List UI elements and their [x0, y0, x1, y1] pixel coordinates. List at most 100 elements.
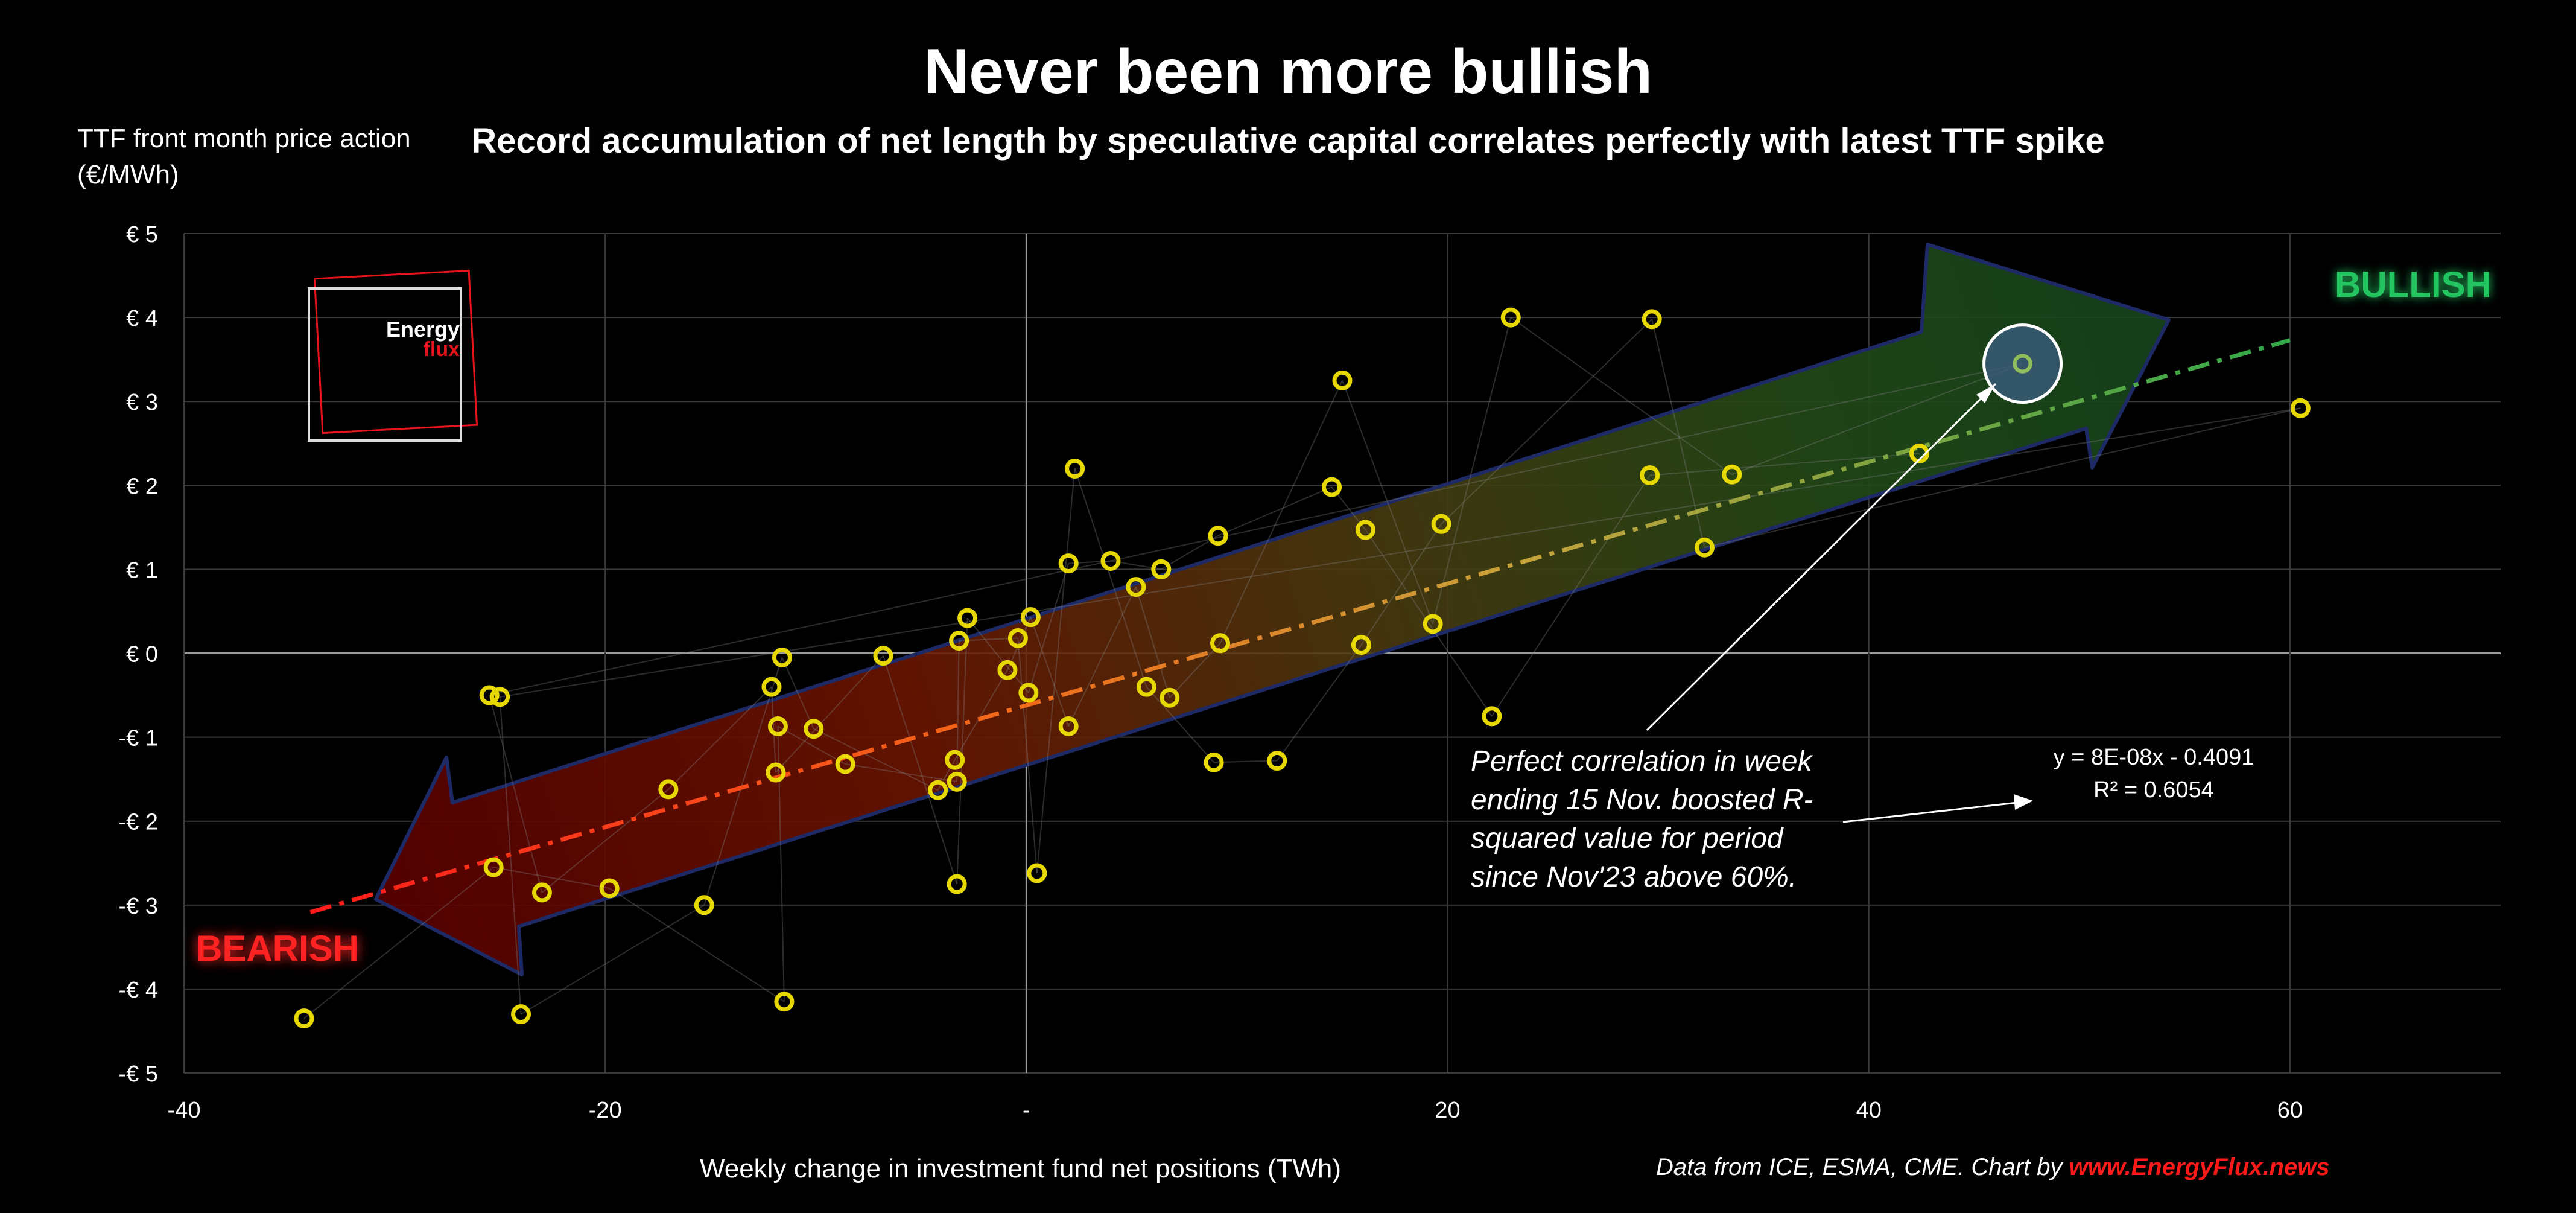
connector-line — [770, 687, 776, 773]
data-point — [835, 754, 855, 774]
energyflux-logo: Energy flux — [308, 269, 478, 442]
data-point — [1322, 477, 1342, 497]
data-points — [294, 307, 2311, 1029]
connector-line — [813, 728, 939, 791]
bullish-label: BULLISH — [2335, 264, 2492, 305]
y-tick-label: -€ 3 — [119, 894, 158, 919]
connector-line — [541, 789, 669, 893]
x-tick-label: -40 — [168, 1098, 201, 1123]
annotation-pointer-arrow — [1646, 383, 1997, 731]
connector-line — [781, 657, 814, 730]
connector-line — [489, 695, 543, 893]
y-tick-label: -€ 2 — [119, 810, 158, 835]
data-point — [1355, 520, 1375, 540]
connector-line — [777, 725, 846, 765]
x-tick-label: 40 — [1856, 1098, 1882, 1123]
data-point — [1100, 550, 1121, 571]
connector-line — [1360, 523, 1442, 646]
data-point — [1007, 628, 1028, 648]
data-point — [694, 895, 714, 915]
bearish-label: BEARISH — [196, 928, 359, 969]
connector-line — [1214, 760, 1277, 763]
connector-line — [777, 726, 785, 1002]
data-point — [1020, 607, 1041, 628]
connector-lines — [303, 317, 2301, 1019]
y-tick-label: € 2 — [126, 474, 158, 499]
connector-line — [956, 640, 960, 782]
data-point — [1058, 716, 1079, 737]
data-point — [479, 685, 500, 705]
chart-subtitle: Record accumulation of net length by spe… — [471, 121, 2105, 161]
y-tick-label: -€ 1 — [119, 726, 158, 751]
connector-line — [1510, 317, 1733, 476]
logo-white-frame — [308, 287, 462, 442]
data-point — [945, 750, 965, 770]
connector-line — [1068, 587, 1137, 727]
annotation-arrows — [1646, 383, 2033, 823]
equation-text: y = 8E-08x - 0.4091 — [2053, 745, 2254, 770]
y-tick-label: € 4 — [126, 306, 158, 331]
data-point — [1694, 537, 1715, 558]
connector-line — [1146, 686, 1214, 763]
x-tick-label: 60 — [2277, 1098, 2303, 1123]
connector-line — [883, 655, 958, 885]
connector-line — [1704, 407, 2301, 549]
y-axis-label-line-2: (€/MWh) — [77, 160, 179, 189]
data-point — [761, 677, 782, 697]
data-point — [1500, 307, 1521, 328]
data-point — [1126, 577, 1146, 597]
connector-line — [775, 655, 884, 773]
data-point — [1482, 706, 1502, 727]
data-point — [1210, 633, 1231, 654]
data-point — [1332, 370, 1353, 390]
data-point — [599, 878, 620, 899]
data-point — [294, 1008, 314, 1029]
data-point — [1160, 687, 1180, 708]
data-point — [947, 874, 967, 894]
data-point — [772, 647, 792, 667]
axis-tick-labels: € 5€ 4€ 3€ 2€ 1€ 0-€ 1-€ 2-€ 3-€ 4-€ 5-4… — [119, 222, 2303, 1123]
connector-line — [1365, 529, 1493, 717]
data-point — [1208, 526, 1228, 546]
data-point — [928, 780, 948, 800]
connector-line — [1491, 475, 1651, 717]
r-squared-text: R² = 0.6054 — [2093, 777, 2214, 803]
trendline — [309, 338, 2291, 914]
connector-line — [1169, 643, 1221, 698]
source-note: Data from ICE, ESMA, CME. Chart by www.E… — [1656, 1154, 2330, 1181]
y-tick-label: -€ 4 — [119, 978, 158, 1003]
equation-pointer-head — [2014, 794, 2033, 810]
data-point — [1204, 752, 1224, 772]
data-point — [1642, 309, 1662, 330]
source-link[interactable]: www.EnergyFlux.news — [2069, 1154, 2330, 1180]
connector-line — [1030, 617, 1070, 727]
trendline-equation: y = 8E-08x - 0.4091 R² = 0.6054 — [2027, 741, 2280, 806]
data-point — [804, 719, 824, 739]
highlight-marker — [1982, 323, 2063, 404]
connector-line — [1649, 453, 1920, 476]
data-point — [531, 882, 552, 903]
data-point — [1058, 553, 1079, 574]
annotation-pointer-head — [1976, 384, 1996, 403]
y-axis-label-line-1: TTF front month price action — [77, 124, 411, 153]
data-point — [949, 631, 969, 651]
data-point — [1722, 464, 1742, 485]
connector-line — [1017, 638, 1038, 874]
connector-line — [1217, 486, 1332, 536]
connector-line — [1441, 319, 1652, 525]
x-axis-label: Weekly change in investment fund net pos… — [700, 1154, 1342, 1183]
y-tick-label: € 5 — [126, 222, 158, 247]
x-tick-label: -20 — [589, 1098, 622, 1123]
connector-line — [954, 669, 1008, 760]
data-point — [1351, 635, 1371, 655]
connector-line — [703, 657, 783, 906]
connector-line — [1432, 317, 1512, 625]
logo-text-flux: flux — [424, 338, 460, 361]
connector-line — [1135, 587, 1170, 698]
data-point — [1423, 614, 1443, 634]
data-point — [947, 771, 967, 792]
connector-line — [1731, 363, 2023, 476]
source-text: Data from ICE, ESMA, CME. Chart by — [1656, 1154, 2069, 1180]
data-point — [1065, 458, 1085, 479]
